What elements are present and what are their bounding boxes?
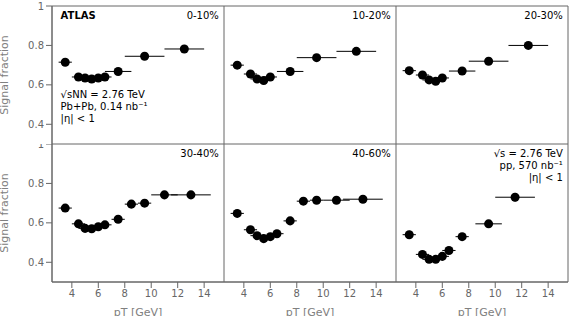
svg-text:pT [GeV]: pT [GeV]	[286, 306, 335, 316]
html-text:pp, 570 nb⁻¹: pp, 570 nb⁻¹	[499, 160, 563, 172]
svg-text:Signal fraction: Signal fraction	[0, 173, 11, 253]
svg-text:1: 1	[38, 144, 44, 150]
html-text:|η| < 1: |η| < 1	[528, 172, 563, 184]
svg-text:12: 12	[343, 288, 356, 299]
svg-text:12: 12	[171, 288, 184, 299]
svg-text:4: 4	[241, 288, 247, 299]
html-text:|η| < 1: |η| < 1	[60, 112, 95, 124]
html-text:30-40%: 30-40%	[180, 148, 219, 160]
svg-text:pT [GeV]: pT [GeV]	[114, 306, 163, 316]
svg-text:6: 6	[267, 288, 273, 299]
svg-text:10: 10	[317, 288, 330, 299]
html-text:10-20%: 10-20%	[352, 10, 391, 22]
svg-text:Signal fraction: Signal fraction	[0, 35, 11, 115]
svg-text:0.4: 0.4	[28, 119, 44, 130]
svg-text:4: 4	[69, 288, 75, 299]
svg-text:12: 12	[515, 288, 528, 299]
svg-text:14: 14	[542, 288, 555, 299]
svg-text:8: 8	[294, 288, 300, 299]
html-text:0-10%: 0-10%	[186, 10, 219, 22]
svg-text:6: 6	[439, 288, 445, 299]
svg-text:10: 10	[489, 288, 502, 299]
svg-text:10: 10	[145, 288, 158, 299]
svg-text:14: 14	[370, 288, 383, 299]
svg-text:0.6: 0.6	[28, 217, 44, 228]
svg-text:0.6: 0.6	[28, 79, 44, 90]
html-text:20-30%: 20-30%	[524, 10, 563, 22]
svg-text:0.4: 0.4	[28, 257, 44, 268]
html-text:Pb+Pb, 0.14 nb⁻¹: Pb+Pb, 0.14 nb⁻¹	[60, 100, 148, 112]
html-text:40-60%: 40-60%	[352, 148, 391, 160]
svg-text:14: 14	[198, 288, 211, 299]
svg-text:6: 6	[95, 288, 101, 299]
svg-text:0.8: 0.8	[28, 40, 44, 51]
svg-text:8: 8	[466, 288, 472, 299]
svg-text:1: 1	[38, 1, 44, 12]
svg-text:0.8: 0.8	[28, 178, 44, 189]
svg-text:4: 4	[413, 288, 419, 299]
html-text:ATLAS: ATLAS	[60, 10, 96, 22]
svg-text:pT [GeV]: pT [GeV]	[458, 306, 507, 316]
html-text:√sNN = 2.76 TeV: √sNN = 2.76 TeV	[60, 88, 145, 100]
svg-text:8: 8	[122, 288, 128, 299]
html-text:√s = 2.76 TeV: √s = 2.76 TeV	[493, 148, 563, 160]
